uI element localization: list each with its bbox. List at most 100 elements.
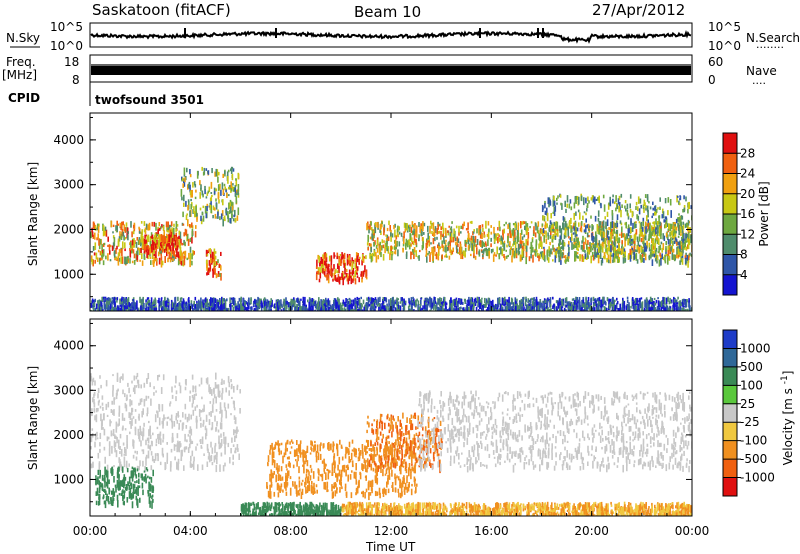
data-cell <box>465 228 468 231</box>
data-cell <box>351 308 354 311</box>
data-cell <box>579 304 581 310</box>
data-cell <box>506 306 508 311</box>
data-cell <box>143 221 146 226</box>
data-cell <box>471 238 473 244</box>
data-cell <box>641 308 643 311</box>
data-cell <box>555 250 558 255</box>
data-cell <box>101 305 103 310</box>
data-cell <box>526 304 529 311</box>
data-cell <box>206 206 208 212</box>
data-cell <box>178 230 181 235</box>
data-cell <box>219 273 221 277</box>
data-cell <box>509 248 512 251</box>
data-cell <box>535 223 537 231</box>
data-cell <box>444 301 447 309</box>
data-cell <box>434 226 437 233</box>
data-cell <box>576 227 579 232</box>
data-cell <box>687 202 690 210</box>
data-cell <box>429 309 431 311</box>
data-cell <box>102 253 104 257</box>
data-cell <box>137 307 139 311</box>
data-cell <box>338 262 340 266</box>
data-cell <box>185 301 187 306</box>
data-cell <box>671 230 674 238</box>
data-cell <box>187 219 189 227</box>
data-cell <box>97 249 100 253</box>
data-cell <box>594 215 597 222</box>
data-cell <box>219 299 221 305</box>
data-cell <box>321 258 323 267</box>
data-cell <box>396 311 398 315</box>
data-cell <box>453 307 455 311</box>
data-cell <box>173 227 175 234</box>
data-cell <box>308 307 310 311</box>
data-cell <box>667 245 669 252</box>
data-cell <box>377 222 379 228</box>
data-cell <box>410 297 413 305</box>
data-cell <box>413 247 416 253</box>
data-cell <box>575 227 577 232</box>
data-cell <box>402 303 404 308</box>
data-cell <box>486 233 489 237</box>
data-cell <box>395 235 398 240</box>
data-cell <box>293 299 295 308</box>
data-cell <box>170 303 173 311</box>
data-cell <box>603 252 606 258</box>
data-cell <box>149 253 151 257</box>
data-cell <box>637 304 639 310</box>
data-cell <box>367 234 369 242</box>
data-cell <box>98 223 100 227</box>
data-cell <box>504 256 506 261</box>
data-cell <box>183 167 186 175</box>
data-cell <box>410 237 413 242</box>
data-cell <box>455 225 458 229</box>
data-cell <box>347 257 349 260</box>
data-cell <box>629 237 632 241</box>
data-cell <box>211 258 213 265</box>
data-cell <box>394 229 396 238</box>
data-cell <box>108 306 110 311</box>
data-cell <box>610 245 612 253</box>
data-cell <box>477 300 480 305</box>
data-cell <box>133 260 136 265</box>
data-cell <box>492 306 495 311</box>
data-cell <box>445 253 447 258</box>
data-cell <box>432 246 435 249</box>
data-cell <box>116 225 118 233</box>
data-cell <box>593 251 596 260</box>
data-cell <box>631 297 634 302</box>
data-cell <box>333 264 335 270</box>
data-cell <box>506 244 508 248</box>
data-cell <box>363 306 365 311</box>
data-cell <box>522 240 524 244</box>
data-cell <box>232 444 235 447</box>
data-cell <box>119 298 121 305</box>
data-cell <box>163 234 165 242</box>
data-cell <box>91 258 94 265</box>
data-cell <box>633 245 636 253</box>
data-cell <box>97 226 100 233</box>
data-cell <box>559 235 562 243</box>
data-cell <box>218 171 220 176</box>
data-cell <box>318 278 321 283</box>
data-cell <box>618 242 620 247</box>
data-cell <box>109 244 112 248</box>
data-cell <box>595 253 597 258</box>
data-cell <box>469 299 471 302</box>
data-cell <box>632 238 634 244</box>
data-cell <box>681 252 683 256</box>
data-cell <box>341 273 343 279</box>
data-cell <box>469 221 472 224</box>
data-cell <box>366 297 368 301</box>
data-cell <box>500 235 502 243</box>
data-cell <box>413 254 415 259</box>
data-cell <box>153 249 155 254</box>
data-cell <box>311 298 314 302</box>
data-cell <box>183 174 186 177</box>
data-cell <box>199 192 201 199</box>
data-cell <box>561 309 563 311</box>
data-cell <box>495 234 498 241</box>
data-cell <box>580 195 583 202</box>
data-cell <box>218 390 221 394</box>
data-cell <box>180 189 183 197</box>
